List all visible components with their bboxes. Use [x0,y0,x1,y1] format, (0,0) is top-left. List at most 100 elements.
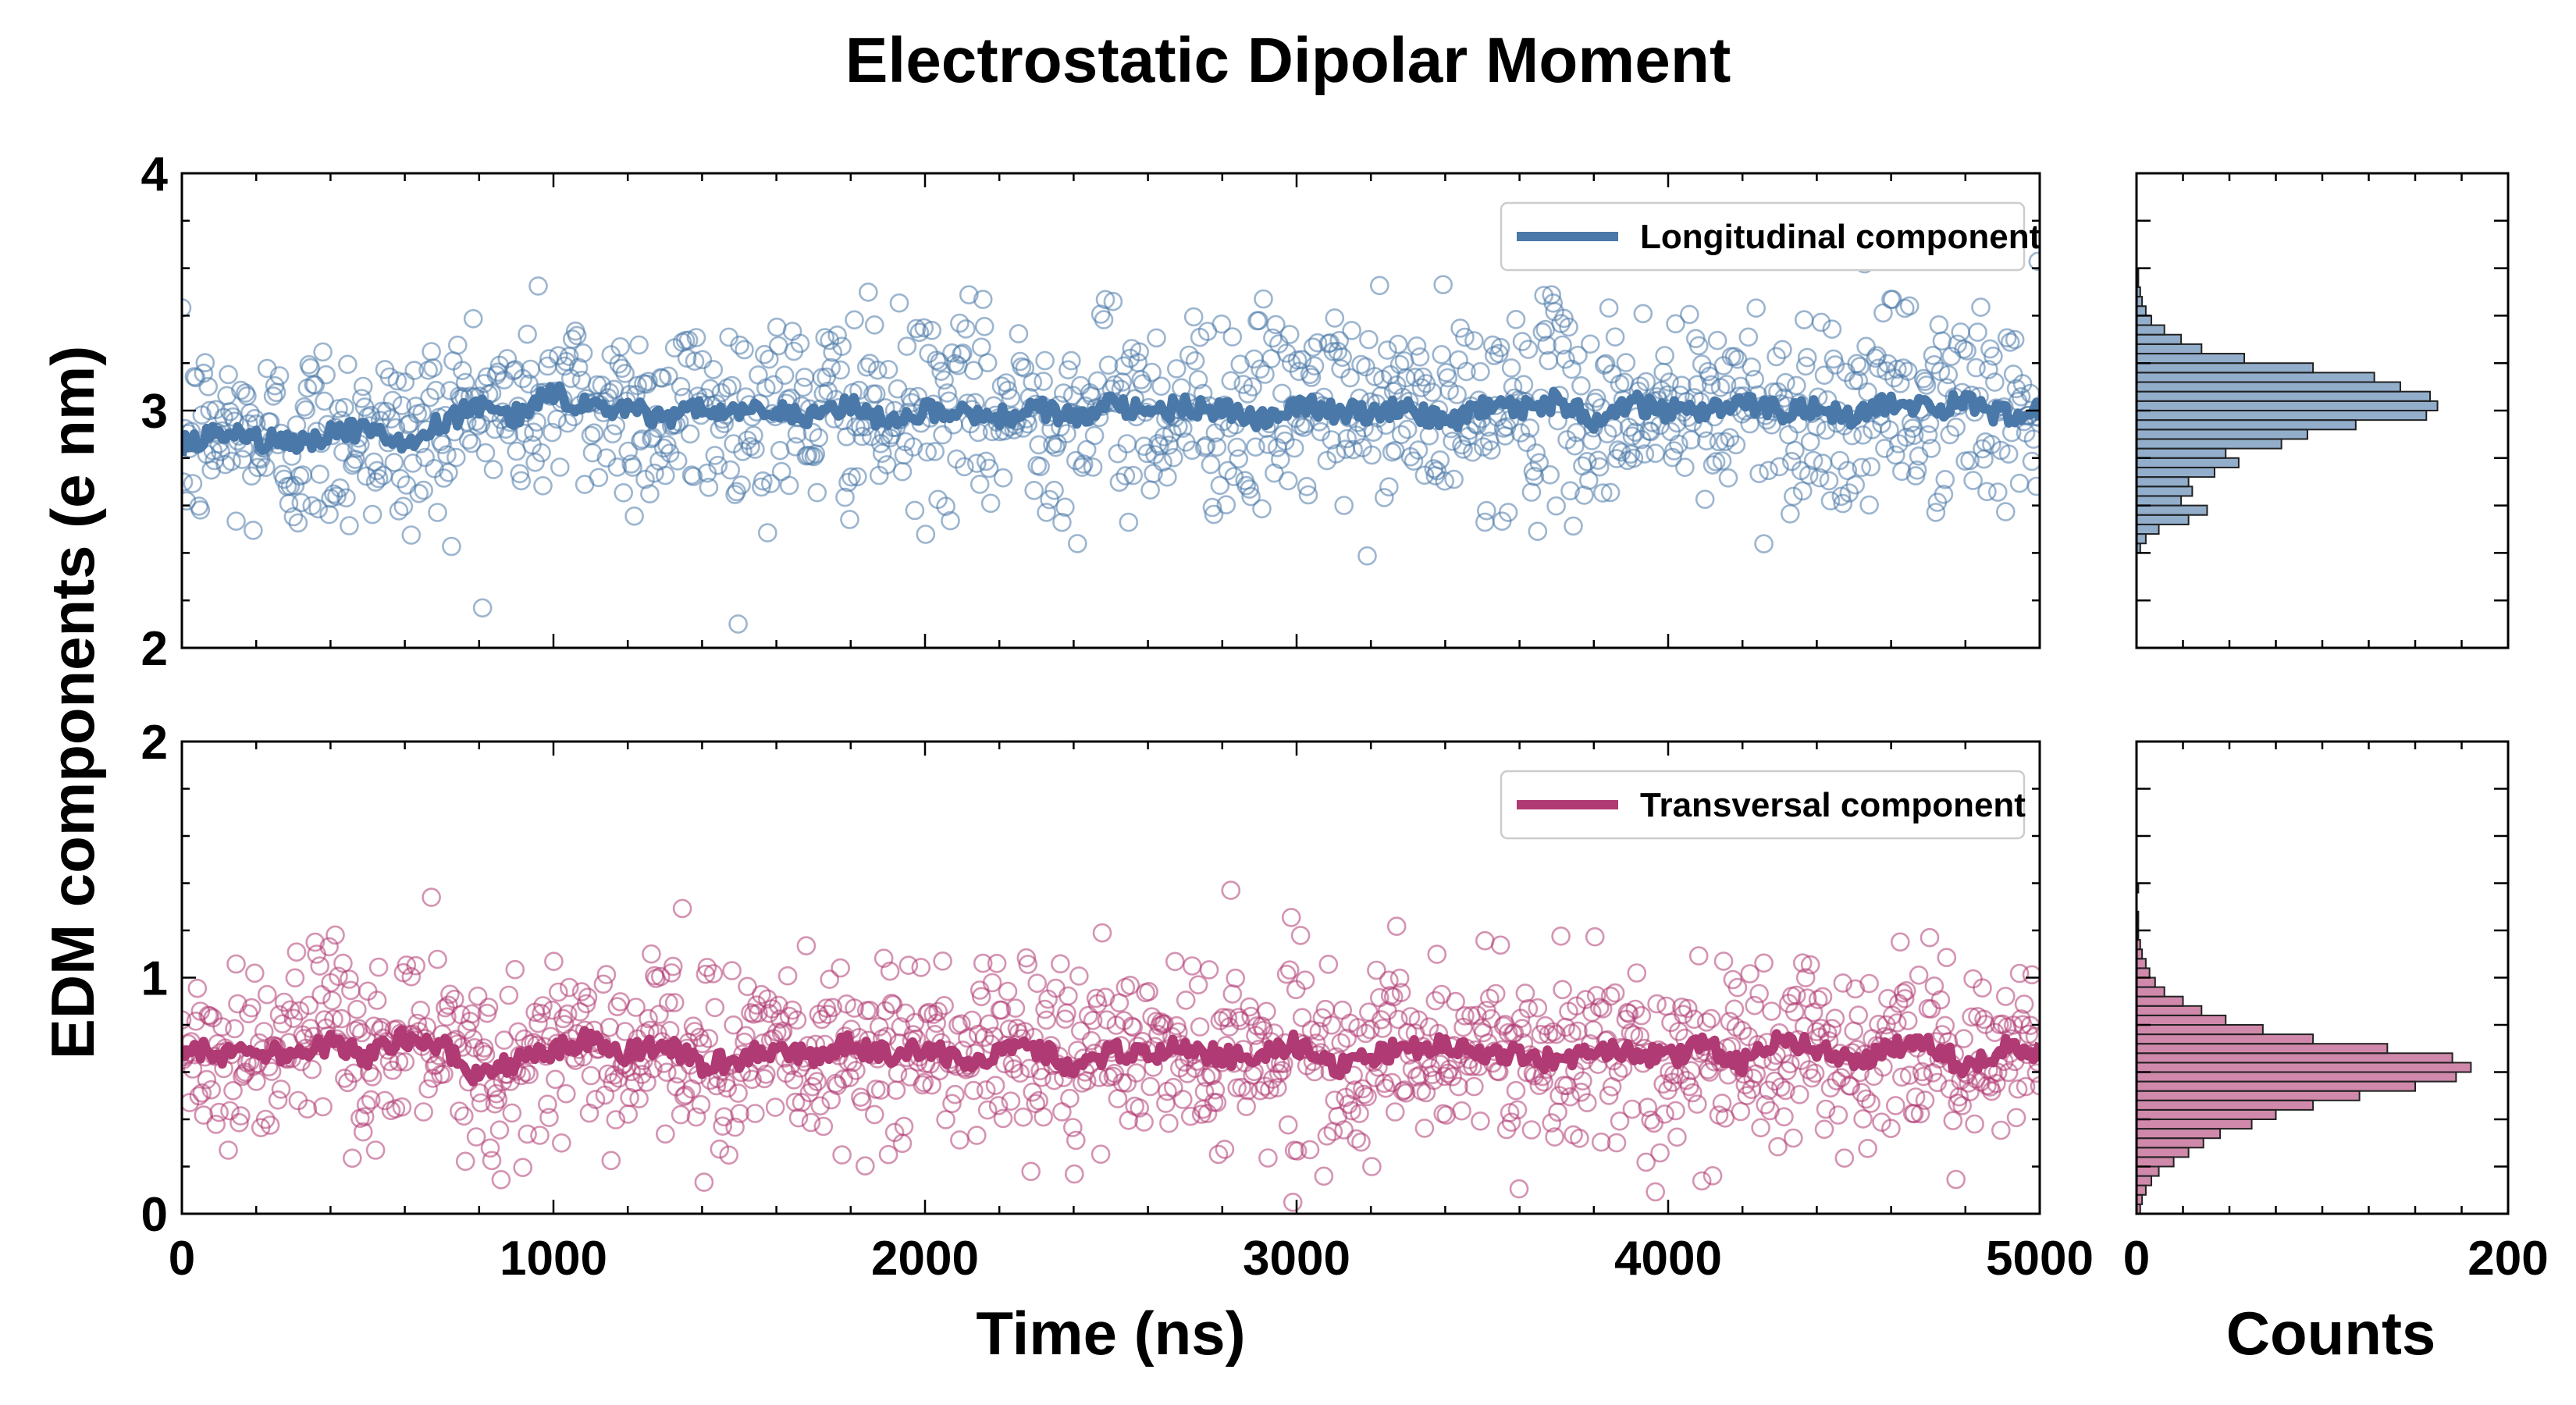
data-point [656,435,677,455]
data-point [458,430,479,450]
data-point [1509,1179,1529,1199]
data-point [1898,1011,1918,1030]
data-point [1833,973,1853,993]
data-point [1034,1107,1053,1127]
data-point [1054,383,1073,403]
histogram-bar [2136,1128,2222,1140]
data-point [286,415,307,435]
data-point [1515,984,1535,1003]
histogram-bar [2136,324,2165,336]
data-point [1820,491,1841,510]
data-point [183,474,203,493]
data-point [1608,1062,1628,1082]
data-point [1759,461,1778,481]
data-point [222,451,241,471]
data-point [1414,1119,1435,1138]
data-point [1905,1087,1926,1107]
data-point [1715,432,1735,452]
histogram-bar [2136,533,2147,545]
data-point [1159,1113,1179,1133]
data-point [2011,386,2031,407]
data-point [1464,331,1484,350]
histogram-bar [2136,486,2194,497]
data-point [615,364,635,383]
data-point [793,377,813,397]
data-point [573,343,593,363]
data-point [1475,930,1495,951]
data-point [1605,983,1625,1003]
data-point [914,318,934,338]
data-point [1934,484,1954,504]
data-point [1485,984,1506,1004]
data-point [407,1013,428,1033]
data-point [543,422,562,443]
data-point [1920,927,1940,948]
data-point [1828,1105,1848,1125]
data-point [870,1080,891,1100]
data-point [720,460,741,480]
data-point [548,982,568,1002]
data-point [1452,1101,1471,1121]
data-point [1738,327,1759,347]
data-point [455,1151,475,1172]
data-point [1696,431,1717,451]
data-point [340,969,359,989]
data-point [831,958,850,978]
histogram-bar [2136,362,2314,374]
data-point [1405,367,1425,387]
data-point [753,471,773,491]
data-point [567,325,587,346]
data-point [667,451,688,471]
data-point [1331,1033,1350,1053]
data-point [973,953,993,973]
data-point [852,1091,872,1112]
data-point [979,1014,999,1034]
data-point [1342,321,1361,340]
data-point [1528,521,1548,542]
data-point [897,336,917,356]
data-point [1254,289,1273,309]
data-point [711,382,731,403]
data-point [1971,297,1991,317]
histogram-bar [2136,1156,2175,1168]
data-point [1010,1063,1030,1083]
data-point [928,1001,948,1022]
data-point [1578,1093,1597,1112]
data-point [927,350,946,370]
data-point [269,366,290,386]
data-point [439,462,458,482]
data-point [1108,443,1128,464]
data-point [1222,327,1243,347]
data-point [1797,347,1817,368]
data-point [1599,298,1619,318]
data-point [1560,1087,1580,1107]
data-point [738,976,757,997]
histogram-bar [2136,523,2160,535]
data-point [865,1104,884,1125]
data-point [1803,450,1823,471]
data-point [1858,1139,1877,1158]
data-point [1084,425,1105,446]
data-point [1133,374,1152,394]
data-point [255,1109,276,1129]
data-point [1907,460,1927,480]
data-point [1408,440,1429,460]
data-point [1592,483,1613,503]
data-point [988,1096,1009,1115]
data-point [525,452,545,472]
data-point [257,984,277,1005]
data-point [942,1094,962,1114]
data-point [1117,434,1137,454]
data-point [2009,473,2030,493]
data-point [268,1090,288,1110]
data-point [1599,1086,1619,1105]
data-point [745,439,765,459]
data-point [908,386,928,407]
data-point [1471,1112,1490,1131]
data-point [1183,307,1204,327]
data-point [296,400,316,420]
data-point [846,1061,866,1080]
data-point [447,335,468,355]
data-point [2008,1079,2028,1099]
data-point [1567,422,1586,443]
